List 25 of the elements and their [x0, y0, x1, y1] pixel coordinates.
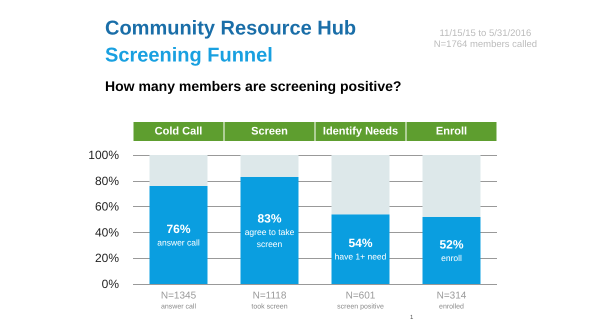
y-tick-label: 20%	[94, 251, 120, 266]
y-tick-label: 80%	[94, 174, 120, 188]
bar	[150, 186, 208, 284]
chart-subtitle: How many members are screening positive?	[105, 78, 402, 94]
y-tick-label: 0%	[102, 277, 120, 291]
y-tick-label: 60%	[94, 200, 120, 214]
y-tick-label: 40%	[94, 225, 120, 240]
bar	[150, 155, 208, 186]
bar	[240, 176, 298, 284]
bar	[422, 216, 480, 284]
bar	[422, 155, 480, 217]
bar	[332, 155, 390, 214]
y-tick-label: 100%	[88, 148, 120, 162]
x-tick-label: Identify Needs	[322, 126, 398, 138]
data-label: 76% answer call	[157, 222, 200, 248]
data-label: 54% have 1+ need	[334, 236, 387, 262]
chart-title: Community Resource Hub Screening Funnel	[105, 18, 356, 66]
x-tick-label: Enroll	[436, 126, 468, 138]
text: 11/15/15 to 5/31/2016 N=1764 members called	[434, 28, 537, 50]
bar	[240, 155, 298, 177]
bar	[332, 214, 390, 284]
data-label: 83% agree to take screen	[244, 211, 295, 249]
data-label: 52% enroll	[439, 237, 464, 263]
x-tick-label: Screen	[251, 126, 288, 138]
x-tick-label: Cold Call	[154, 126, 202, 138]
